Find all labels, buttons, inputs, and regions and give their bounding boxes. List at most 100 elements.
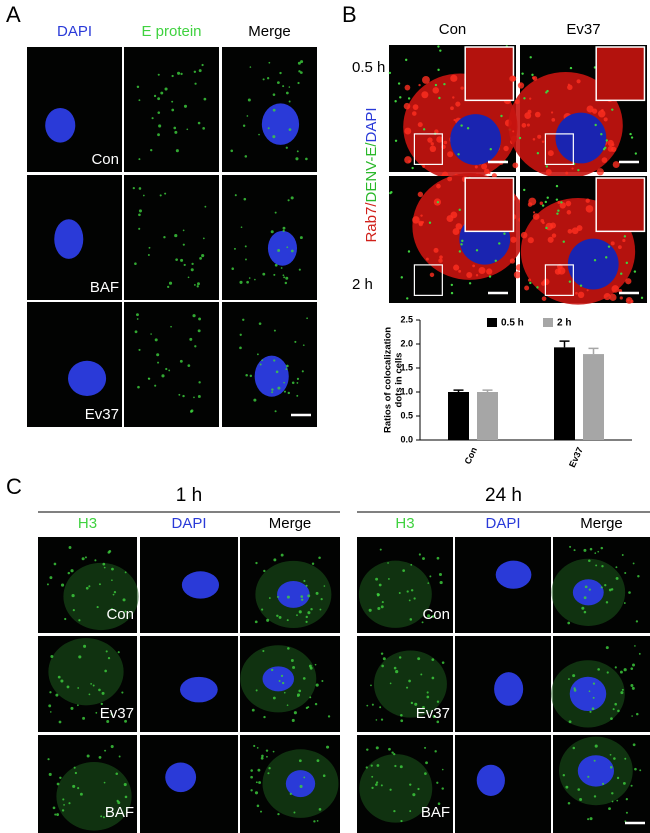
dot (394, 100, 397, 103)
dot (406, 686, 409, 689)
nucleus (569, 676, 607, 712)
dot (202, 127, 205, 130)
dot (614, 702, 617, 706)
vesicle (566, 210, 572, 215)
dot (254, 620, 258, 624)
row-label: 2 h (352, 276, 373, 293)
dot (422, 128, 426, 131)
dot (90, 683, 93, 685)
error-bar (453, 389, 464, 392)
dot (371, 775, 374, 778)
dot (68, 546, 72, 549)
dot (389, 788, 392, 791)
dot (503, 232, 506, 235)
dot (203, 97, 207, 101)
dot (436, 556, 440, 560)
dot (536, 286, 539, 289)
dot (292, 665, 296, 669)
dot (61, 809, 65, 812)
dot (283, 276, 286, 279)
dot (148, 246, 151, 249)
dot (150, 148, 153, 152)
dot (545, 226, 548, 230)
dot (609, 753, 612, 756)
vesicle (557, 200, 561, 204)
dot (247, 98, 251, 102)
dot (594, 552, 597, 554)
vesicle (491, 173, 497, 179)
dot (283, 390, 286, 393)
micrograph (27, 302, 122, 427)
dot (107, 657, 111, 660)
vesicle (472, 264, 476, 268)
dot (601, 565, 604, 568)
vesicle (418, 83, 421, 87)
dot (246, 280, 249, 284)
dot (394, 139, 398, 142)
dot (638, 652, 641, 655)
dot (426, 691, 429, 694)
dot (613, 757, 616, 760)
dot (67, 571, 71, 575)
dot (388, 578, 390, 580)
dot (56, 782, 60, 786)
dot (545, 165, 549, 168)
dot (434, 750, 437, 753)
vesicle (576, 79, 581, 84)
dot (77, 687, 80, 689)
dot (529, 281, 532, 285)
dot (461, 239, 464, 243)
dot (110, 608, 114, 611)
dot (437, 802, 441, 805)
vesicle (447, 151, 454, 158)
vesicle (417, 191, 424, 198)
dot (380, 652, 384, 655)
nucleus (577, 755, 615, 787)
micrograph-content (132, 186, 207, 289)
vesicle (503, 145, 509, 152)
dot (138, 158, 141, 161)
micrograph-content (476, 764, 505, 796)
dot (265, 749, 269, 752)
vesicle (412, 216, 420, 224)
dot (583, 610, 587, 614)
dot (135, 313, 139, 317)
dot (307, 594, 311, 598)
vesicle (429, 272, 435, 278)
dot (381, 601, 384, 604)
dot (233, 247, 236, 250)
dot (98, 688, 101, 692)
dot (173, 126, 177, 130)
dot (568, 720, 572, 724)
dot (632, 743, 636, 747)
dot (194, 345, 197, 348)
vesicle (565, 200, 572, 207)
dot (620, 691, 624, 695)
dot (98, 583, 101, 586)
vesicle (617, 245, 622, 250)
dot (296, 150, 299, 153)
dot (84, 556, 87, 559)
dot (427, 582, 430, 584)
vesicle (567, 84, 573, 91)
dot (194, 82, 197, 85)
vesicle (532, 76, 538, 81)
dot (494, 259, 497, 262)
dot (92, 684, 95, 687)
vesicle (520, 231, 528, 239)
dot (625, 811, 628, 814)
dot (134, 262, 137, 265)
dot (276, 81, 280, 85)
dot (158, 124, 162, 128)
dot (96, 606, 99, 609)
dot (318, 807, 322, 811)
dot (60, 583, 65, 587)
vesicle (603, 117, 608, 122)
dot (629, 132, 632, 136)
dot (380, 718, 384, 721)
dot (460, 124, 463, 127)
dot (122, 598, 126, 602)
dot (488, 275, 492, 278)
row-label: Ev37 (100, 705, 134, 722)
